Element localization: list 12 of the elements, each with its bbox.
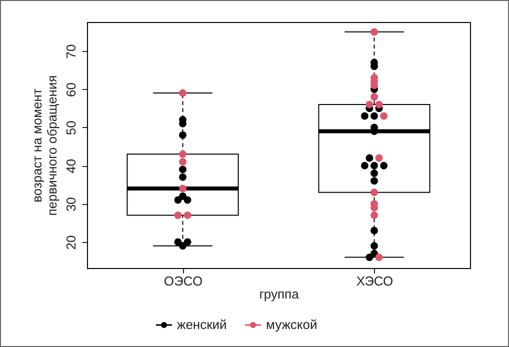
y-tick-label: 30 (64, 197, 78, 212)
y-axis-title: возраст на момент первичного обращения (30, 75, 60, 216)
y-tick-label: 20 (64, 235, 78, 250)
y-tick-label: 50 (64, 120, 78, 136)
x-axis-title: группа (259, 286, 300, 302)
legend-label: женский (177, 317, 227, 332)
y-tick-label: 70 (64, 44, 78, 59)
x-tick-label: ХЭСО (356, 274, 394, 288)
y-tick-label: 40 (64, 158, 78, 174)
legend-label: мужской (266, 317, 318, 332)
y-tick-label: 60 (64, 82, 78, 97)
x-tick-label: ОЭСО (164, 274, 203, 288)
